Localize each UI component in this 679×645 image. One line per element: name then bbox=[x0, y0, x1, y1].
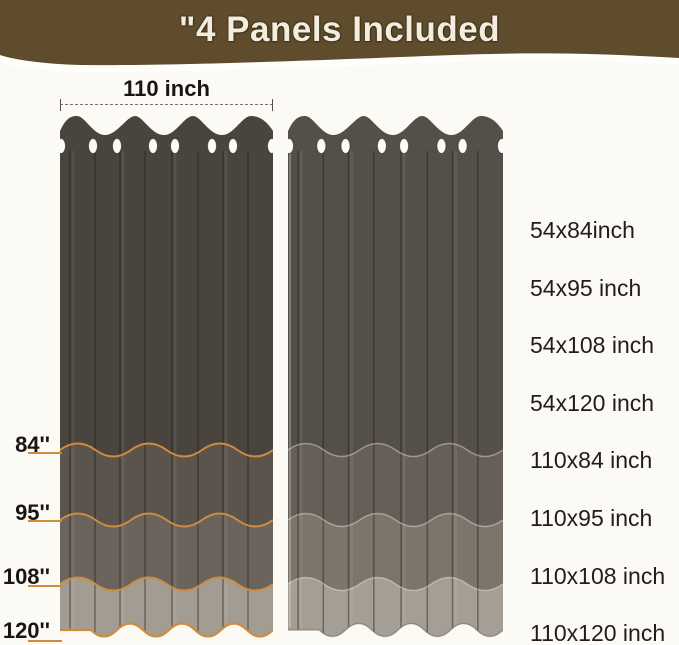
curtain-tier-120 bbox=[288, 577, 503, 637]
grommet-icon bbox=[148, 138, 158, 154]
size-option: 54x120 inch bbox=[530, 390, 655, 416]
length-connector-120 bbox=[28, 640, 62, 642]
size-option: 110x108 inch bbox=[530, 563, 666, 589]
measurement-tick-left bbox=[60, 99, 61, 111]
curtain-pleat-lines bbox=[297, 151, 479, 637]
tier-boundary-highlight-108 bbox=[288, 576, 503, 592]
banner-wave-graphic bbox=[0, 0, 679, 73]
size-option: 54x95 inch bbox=[530, 275, 642, 301]
length-connector-108 bbox=[28, 585, 62, 587]
length-connector-84 bbox=[28, 452, 62, 454]
curtain-pleat-highlights bbox=[299, 151, 458, 637]
grommet-icon bbox=[288, 138, 295, 154]
grommet-icon bbox=[228, 138, 238, 154]
length-label-108: 108'' bbox=[2, 564, 50, 589]
right-curtain-graphic bbox=[288, 116, 503, 638]
length-connector-95 bbox=[28, 520, 62, 522]
size-option: 54x108 inch bbox=[530, 332, 655, 358]
tier-boundary-highlight-84 bbox=[288, 442, 503, 458]
grommet-icon bbox=[207, 138, 217, 154]
banner-background bbox=[0, 0, 679, 66]
grommets-group bbox=[60, 138, 273, 154]
grommet-icon bbox=[60, 138, 66, 154]
curtain-pleat-lines bbox=[69, 151, 249, 637]
grommet-icon bbox=[340, 138, 351, 154]
curtain-pleat-highlights bbox=[71, 151, 228, 637]
curtain-tier-120 bbox=[60, 577, 273, 637]
grommet-icon bbox=[170, 138, 180, 154]
width-measurement-line bbox=[60, 104, 273, 105]
length-label-120: 120'' bbox=[2, 618, 50, 643]
grommet-icon bbox=[399, 138, 410, 154]
size-option: 110x120 inch bbox=[530, 620, 666, 645]
width-measurement-label: 110 inch bbox=[123, 76, 210, 101]
length-line-84 bbox=[60, 442, 273, 458]
size-option: 110x95 inch bbox=[530, 505, 653, 531]
banner-light-band bbox=[0, 53, 679, 73]
grommet-icon bbox=[496, 138, 503, 154]
tier-boundary-highlight-95 bbox=[288, 512, 503, 528]
left-curtain-graphic bbox=[60, 116, 273, 638]
grommet-icon bbox=[376, 138, 387, 154]
grommet-icon bbox=[436, 138, 447, 154]
grommet-icon bbox=[316, 138, 327, 154]
grommet-icon bbox=[88, 138, 98, 154]
grommet-icon bbox=[112, 138, 122, 154]
size-option: 54x84inch bbox=[530, 217, 635, 243]
length-line-108 bbox=[60, 576, 273, 592]
grommets-group bbox=[288, 138, 503, 154]
banner-title: "4 Panels Included bbox=[178, 10, 501, 49]
measurement-tick-right bbox=[272, 99, 273, 111]
size-option: 110x84 inch bbox=[530, 447, 653, 473]
grommet-icon bbox=[267, 138, 273, 154]
length-line-95 bbox=[60, 512, 273, 528]
length-line-120-bottom-trim bbox=[60, 622, 273, 638]
grommet-icon bbox=[457, 138, 468, 154]
curtain-bottom-edge bbox=[288, 622, 503, 638]
